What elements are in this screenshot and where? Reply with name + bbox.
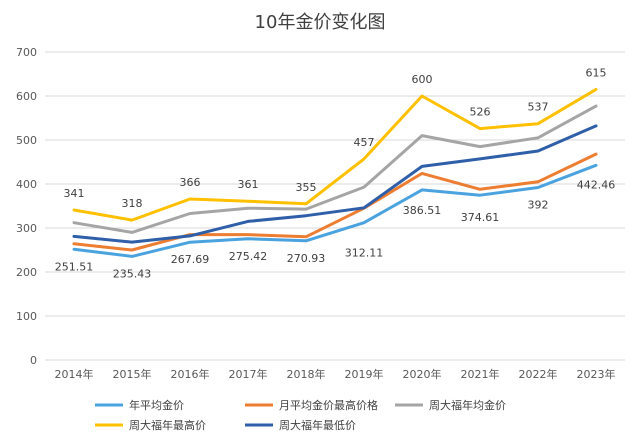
y-tick-label: 300 — [16, 222, 37, 235]
data-label-max: 366 — [180, 176, 201, 189]
data-label-avg: 267.69 — [171, 253, 210, 266]
x-tick-label: 2023年 — [577, 367, 616, 381]
data-label-max: 457 — [354, 136, 375, 149]
x-tick-label: 2015年 — [113, 367, 152, 381]
y-axis-ticks: 0 100 200 300 400 500 600 700 — [16, 46, 37, 367]
data-label-max: 537 — [528, 101, 549, 114]
data-label-avg: 374.61 — [461, 211, 500, 224]
y-tick-label: 400 — [16, 178, 37, 191]
data-label-avg: 270.93 — [287, 252, 326, 265]
x-tick-label: 2016年 — [171, 367, 210, 381]
legend-entry: 周大福年均金价 — [429, 398, 506, 412]
x-axis-ticks: 2014年 2015年 2016年 2017年 2018年 2019年 2020年 2021年… — [55, 367, 616, 381]
data-label-avg: 251.51 — [55, 260, 94, 273]
data-label-avg: 312.11 — [345, 247, 384, 260]
x-tick-label: 2017年 — [229, 367, 268, 381]
y-tick-label: 200 — [16, 266, 37, 279]
data-label-max: 615 — [586, 66, 607, 79]
series-line-4 — [72, 124, 598, 244]
x-tick-label: 2019年 — [345, 367, 384, 381]
legend-entry: 年平均金价 — [129, 398, 184, 412]
y-tick-label: 700 — [16, 46, 37, 59]
y-tick-label: 0 — [30, 354, 37, 367]
legend-entry: 月平均金价最高价格 — [279, 398, 378, 412]
x-tick-label: 2018年 — [287, 367, 326, 381]
legend-entry: 周大福年最高价 — [129, 418, 206, 432]
data-label-avg: 392 — [528, 199, 549, 212]
x-tick-label: 2014年 — [55, 367, 94, 381]
y-tick-label: 600 — [16, 90, 37, 103]
data-labels: 341 318 366 361 355 457 600 526 537 615 251.51 235.… — [55, 66, 616, 280]
x-tick-label: 2022年 — [519, 367, 558, 381]
series-line-2 — [72, 104, 598, 234]
series-line-3 — [72, 87, 598, 222]
data-label-avg: 386.51 — [403, 204, 442, 217]
data-label-max: 600 — [412, 73, 433, 86]
series-line-0 — [72, 163, 598, 258]
series-line-1 — [72, 152, 598, 252]
data-label-avg: 235.43 — [113, 267, 152, 280]
x-tick-label: 2020年 — [403, 367, 442, 381]
data-label-max: 341 — [64, 187, 85, 200]
data-label-avg: 442.46 — [577, 178, 616, 191]
series-lines — [72, 87, 598, 258]
y-tick-label: 500 — [16, 134, 37, 147]
data-label-max: 355 — [296, 181, 317, 194]
y-tick-label: 100 — [16, 310, 37, 323]
data-label-max: 526 — [470, 106, 491, 119]
data-label-max: 361 — [238, 178, 259, 191]
legend-entry: 周大福年最低价 — [279, 418, 356, 432]
data-label-max: 318 — [122, 197, 143, 210]
data-label-avg: 275.42 — [229, 250, 268, 263]
chart-title: 10年金价变化图 — [255, 12, 386, 33]
x-tick-label: 2021年 — [461, 367, 500, 381]
